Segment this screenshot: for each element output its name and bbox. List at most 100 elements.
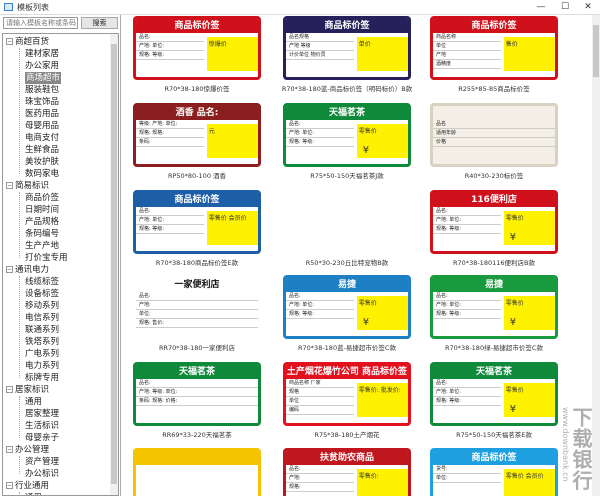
tree-item[interactable]: 母婴亲子	[25, 433, 60, 443]
minimize-button[interactable]: —	[536, 2, 546, 12]
search-input[interactable]	[3, 17, 78, 29]
card-header	[286, 193, 408, 207]
template-caption: R75*50-150天福茗茶E款	[456, 431, 532, 439]
template-card[interactable]: 一家便利店 品名: 产地: 单位: 规格: 售价:	[133, 275, 261, 339]
template-card[interactable]: 品名 适用年龄 价格	[430, 103, 558, 167]
tree-group[interactable]: − 居家标识	[6, 384, 49, 396]
close-button[interactable]: ✕	[584, 2, 592, 12]
tree-item[interactable]: 母婴用品	[25, 121, 60, 131]
tree-item[interactable]: 服装鞋包	[25, 85, 60, 95]
template-card[interactable]: 土产烟花爆竹公司 商品标价签 商品名称 厂家 规格 单位 编码 零售价: 批发价:	[283, 362, 411, 426]
card-field: 适用年龄	[433, 129, 555, 138]
template-card[interactable]: 商品标价签 品名: 产地: 单位: 规格: 等级: 惊爆价	[133, 16, 261, 80]
template-card[interactable]: 扶贫助农商品 品名: 产地: 规格: 零售价:	[283, 448, 411, 496]
tree-item[interactable]: 居家整理	[25, 409, 60, 419]
tree-group-label: 简易标识	[15, 181, 50, 191]
yen-icon: ¥	[509, 232, 517, 243]
tree-item[interactable]: 日期时间	[25, 205, 60, 215]
price-box: 零售价 ¥	[356, 296, 408, 330]
template-card[interactable]: 商品标价签 商品名称 单位 产地 酒精度 售价	[430, 16, 558, 80]
template-card[interactable]: 商品标价签 货号: 单位: 零售价 会员价	[430, 448, 558, 496]
tree-item[interactable]: 资产管理	[25, 457, 60, 467]
tree-item[interactable]: 商场超市	[25, 72, 62, 84]
yen-icon: ¥	[509, 404, 517, 415]
collapse-icon[interactable]: −	[6, 38, 13, 45]
card-field: 编码	[286, 406, 355, 415]
template-card[interactable]	[133, 448, 261, 496]
tree-item[interactable]: 通用	[25, 492, 42, 495]
tree-item[interactable]: 打价宝专用	[25, 253, 68, 263]
card-header: 一家便利店	[174, 280, 220, 290]
template-caption: R70*38-180116便利店B款	[453, 259, 535, 267]
card-field: 品名:	[136, 207, 205, 216]
template-card[interactable]: 易捷 品名: 产地: 单位: 规格: 等级: 零售价 ¥	[430, 275, 558, 339]
card-header: 天福茗茶	[286, 106, 408, 120]
tree-group[interactable]: − 简易标识	[6, 180, 49, 192]
search-button[interactable]: 搜索	[81, 17, 118, 29]
tree-item[interactable]: 建材家居	[25, 49, 60, 59]
template-card[interactable]: 商品标价签 品名规格 产地 等级 计价单位 物价员 单价	[283, 16, 411, 80]
tree-item[interactable]: 医药用品	[25, 109, 60, 119]
tree-item[interactable]: 通用	[25, 397, 43, 407]
card-field: 品名规格	[286, 33, 355, 42]
tree-item[interactable]: 铁塔系列	[25, 337, 60, 347]
template-card[interactable]	[283, 190, 411, 254]
card-field: 条码: 规格: 价格:	[136, 397, 258, 406]
collapse-icon[interactable]: −	[6, 266, 13, 273]
tree-item[interactable]: 广电系列	[25, 349, 60, 359]
watermark-logo: 下载银行 www.downbank.cn	[561, 407, 593, 495]
collapse-icon[interactable]: −	[6, 446, 13, 453]
tree-group[interactable]: − 商超百货	[6, 36, 49, 48]
tree-item[interactable]: 条码编号	[25, 229, 60, 239]
tree-scrollbar[interactable]	[110, 34, 118, 495]
tree-group-label: 居家标识	[15, 385, 50, 395]
tree-item[interactable]: 产品规格	[25, 217, 60, 227]
collapse-icon[interactable]: −	[6, 482, 13, 489]
tree-item[interactable]: 数码家电	[25, 169, 60, 179]
tree-group[interactable]: − 行业通用	[6, 480, 49, 492]
tree-item[interactable]: 生产产地	[25, 241, 60, 251]
maximize-button[interactable]: ☐	[560, 2, 570, 12]
tree-item[interactable]: 办公标识	[25, 469, 60, 479]
card-field: 商品名称	[433, 33, 502, 42]
card-field: 产地: 单位:	[286, 301, 355, 310]
card-field: 品名:	[433, 207, 502, 216]
collapse-icon[interactable]: −	[6, 386, 13, 393]
tree-item[interactable]: 标牌专用	[25, 373, 60, 383]
tree-item[interactable]: 生鲜食品	[25, 145, 60, 155]
tree-item[interactable]: 移动系列	[25, 301, 60, 311]
template-card[interactable]: 天福茗茶 品名: 产地: 等级: 单位: 条码: 规格: 价格:	[133, 362, 261, 426]
tree-item[interactable]: 联通系列	[25, 325, 60, 335]
template-card[interactable]: 酒香 品名: 等级: 产地: 单位: 规格: 规格: 条码: 元	[133, 103, 261, 167]
card-header: 116便利店	[433, 193, 555, 207]
card-field: 规格: 等级:	[433, 225, 502, 234]
tree-item[interactable]: 线缆标签	[25, 277, 60, 287]
template-card[interactable]: 天福茗茶 品名: 产地: 单位: 规格: 等级: 零售价 ¥	[283, 103, 411, 167]
tree-group-label: 通讯电力	[15, 265, 50, 275]
tree-item[interactable]: 设备标签	[25, 289, 60, 299]
tree-group[interactable]: − 通讯电力	[6, 264, 49, 276]
price-box: 售价	[503, 37, 555, 71]
template-card[interactable]: 116便利店 品名: 产地: 单位: 规格: 等级: 零售价 ¥	[430, 190, 558, 254]
tree-item[interactable]: 美妆护肤	[25, 157, 60, 167]
tree-item[interactable]: 电信系列	[25, 313, 60, 323]
card-field: 产地: 单位:	[136, 42, 205, 51]
tree-item[interactable]: 珠宝饰品	[25, 97, 60, 107]
tree-item[interactable]: 生活标识	[25, 421, 60, 431]
template-card[interactable]: 天福茗茶 品名: 产地: 单位: 规格: 等级: 零售价 ¥	[430, 362, 558, 426]
tree-group[interactable]: − 办公管理	[6, 444, 49, 456]
template-card[interactable]: 易捷 品名: 产地: 单位: 规格: 等级: 零售价 ¥	[283, 275, 411, 339]
collapse-icon[interactable]: −	[6, 182, 13, 189]
title-bar: 模板列表 — ☐ ✕	[0, 0, 600, 15]
tree-item[interactable]: 商品价签	[25, 193, 60, 203]
card-field: 产地: 单位:	[286, 129, 355, 138]
tree-item[interactable]: 电商支付	[25, 133, 60, 143]
tree-item[interactable]: 办公家用	[25, 61, 60, 71]
template-card[interactable]: 商品标价签 品名: 产地: 单位: 规格: 等级: 零售价 会员价	[133, 190, 261, 254]
card-field: 产地:	[136, 301, 258, 310]
price-box: 零售价 会员价	[503, 469, 555, 496]
card-field: 品名:	[286, 465, 355, 474]
tree-item[interactable]: 电力系列	[25, 361, 60, 371]
card-field: 产地: 等级: 单位:	[136, 388, 258, 397]
grid-scrollbar[interactable]	[592, 15, 600, 496]
